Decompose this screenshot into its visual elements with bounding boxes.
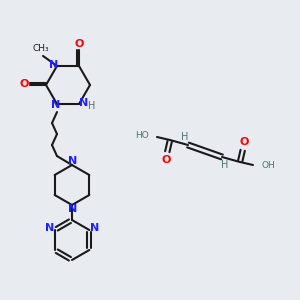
Text: OH: OH — [262, 161, 276, 170]
Text: N: N — [50, 60, 58, 70]
Text: O: O — [19, 79, 29, 89]
Text: H: H — [181, 132, 189, 142]
Text: N: N — [51, 100, 61, 110]
Text: N: N — [68, 204, 78, 214]
Text: O: O — [239, 137, 249, 147]
Text: N: N — [80, 98, 88, 108]
Text: O: O — [161, 155, 171, 165]
Text: H: H — [221, 160, 229, 170]
Text: N: N — [45, 223, 54, 233]
Text: HO: HO — [135, 131, 149, 140]
Text: O: O — [74, 39, 84, 49]
Text: N: N — [90, 223, 99, 233]
Text: CH₃: CH₃ — [33, 44, 49, 53]
Text: H: H — [88, 101, 96, 111]
Text: N: N — [68, 156, 78, 166]
